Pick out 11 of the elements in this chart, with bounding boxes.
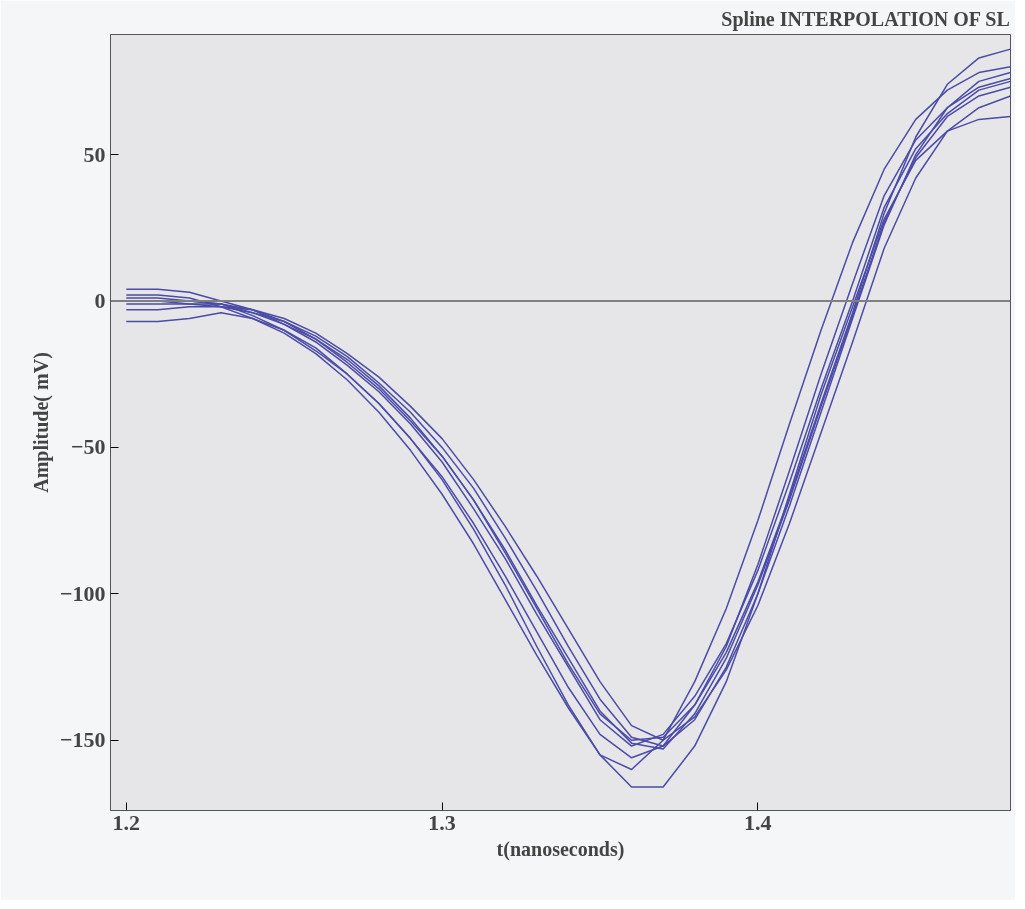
x-tick-label: 1.4 (744, 809, 772, 835)
x-tick-label: 1.3 (428, 809, 456, 835)
y-axis-title: Amplitude( mV) (29, 352, 53, 493)
chart-title: Spline INTERPOLATION OF SL (721, 7, 1010, 31)
y-tick-label: −50 (70, 434, 106, 460)
y-tick-label: −100 (59, 580, 106, 606)
y-tick-label: −150 (59, 727, 106, 753)
x-tick-label: 1.2 (112, 809, 141, 835)
x-axis-title: t(nanoseconds) (496, 837, 625, 861)
y-tick-label: 50 (83, 141, 106, 167)
y-tick-label: 0 (94, 287, 106, 313)
